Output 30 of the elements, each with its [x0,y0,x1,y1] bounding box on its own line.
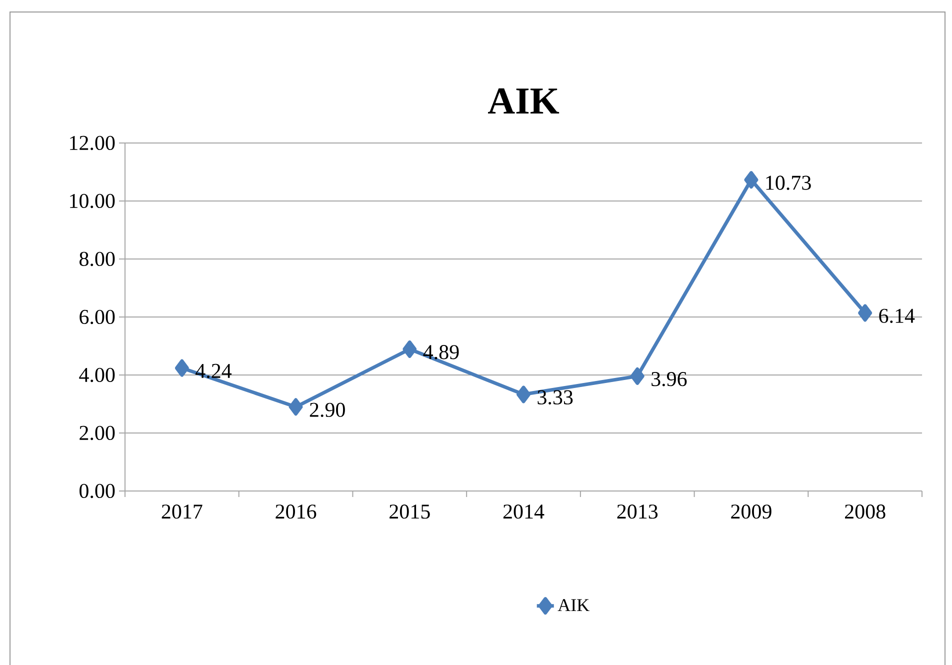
y-tick-label: 12.00 [70,136,115,150]
point [402,340,417,358]
y-tick-label: 8.00 [80,252,115,266]
x-tick-label: 2016 [276,504,316,519]
x-tick-label: 2015 [390,504,430,519]
data-label: 10.73 [766,176,811,190]
data-label: 4.24 [196,364,232,378]
legend-label: AIK [558,599,590,612]
point [858,304,872,322]
chart-title: AIK [488,88,560,114]
data-label: 3.96 [652,372,687,386]
data-label: 2.90 [310,402,345,418]
y-tick-label: 0.00 [80,484,115,498]
x-tick-label: 2013 [617,504,658,519]
y-tick-label: 2.00 [80,426,115,440]
data-label: 4.89 [423,345,459,360]
x-tick-label: 2014 [503,504,544,519]
x-tick-label: 2008 [845,504,886,519]
y-tick-label: 6.00 [80,310,115,324]
x-tick-label: 2009 [731,504,772,519]
data-label: 3.33 [538,390,573,405]
y-tick-label: 10.00 [70,194,115,208]
point [288,398,303,416]
point [516,386,531,404]
point [174,359,189,377]
x-tick-label: 2017 [162,504,202,519]
y-tick-label: 4.00 [79,368,115,382]
point [744,171,758,189]
data-label: 6.14 [879,308,915,324]
point [630,367,644,385]
